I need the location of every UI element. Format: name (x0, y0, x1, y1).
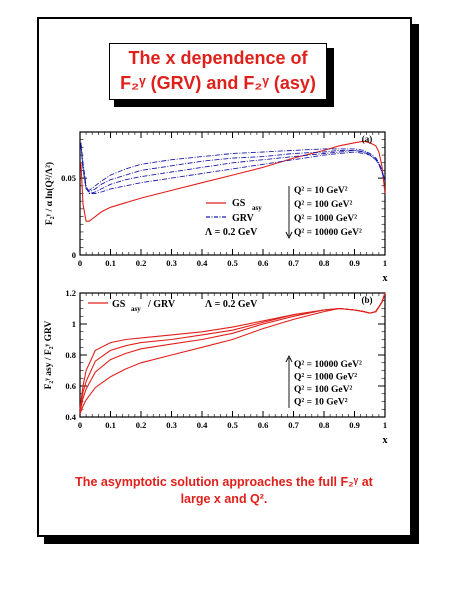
x-tick-label: 0.4 (197, 258, 208, 268)
panel-label: (b) (362, 295, 373, 305)
legend-lambda: Λ = 0.2 GeV (205, 227, 258, 238)
panel-label: (a) (362, 134, 373, 144)
legend-gs-sub: asy (252, 204, 262, 212)
x-tick-label: 0.4 (197, 420, 208, 430)
x-tick-label: 0.8 (319, 258, 330, 268)
y-axis-label: F₂ᵞ asy / F₂ᵞ GRV (44, 320, 54, 389)
y-tick-label: 0.6 (65, 381, 76, 391)
y-tick-label: 0.05 (61, 173, 76, 183)
legend-gs-label: GS (232, 198, 246, 209)
y-axis-label: F₂ᵞ / α ln(Q²/Λ²) (44, 162, 55, 225)
legend-b: GS asy / GRV Λ = 0.2 GeV Q² = 10000 GeV² Q² =… (88, 299, 362, 408)
x-tick-label: 1 (383, 258, 387, 268)
series-line (79, 292, 386, 415)
x-tick-label: 0.3 (166, 420, 177, 430)
x-tick-label: 0.7 (288, 420, 299, 430)
caption-line-1: The asymptotic solution approaches the f… (75, 475, 373, 489)
caption: The asymptotic solution approaches the f… (50, 474, 398, 508)
title-box: The x dependence of F₂ᵞ (GRV) and F₂ᵞ (a… (109, 43, 327, 100)
legend-arrow-head (285, 231, 293, 240)
x-tick-label: 0.6 (258, 258, 269, 268)
series-line (80, 145, 386, 191)
caption-line-2: large x and Q². (180, 492, 268, 506)
y-tick-label: 1 (72, 319, 76, 329)
x-tick-label: 0.2 (136, 258, 147, 268)
x-tick-label: 0.1 (105, 258, 116, 268)
x-tick-label: 0.7 (288, 258, 299, 268)
q2-label: Q² = 1000 GeV² (294, 214, 357, 224)
x-tick-label: 1 (383, 420, 387, 430)
legend-gs-sub: asy (131, 305, 141, 313)
x-axis-label: x (383, 435, 388, 446)
y-tick-label: 0.8 (65, 350, 76, 360)
series-line (80, 140, 386, 222)
y-tick-label: 0.4 (65, 412, 76, 422)
x-tick-label: 0.5 (227, 258, 238, 268)
q2-label: Q² = 100 GeV² (294, 200, 352, 210)
x-tick-label: 0.3 (166, 258, 177, 268)
x-tick-label: 0.2 (136, 420, 147, 430)
x-tick-label: 0.6 (258, 420, 269, 430)
title-line-2: F₂ᵞ (GRV) and F₂ᵞ (asy) (120, 73, 316, 93)
legend-grv-label: GRV (232, 213, 255, 224)
y-tick-label: 0 (72, 250, 76, 260)
x-tick-label: 0.9 (349, 420, 360, 430)
panel-a: 0 0.1 0.2 0.3 0.4 0.5 0.6 0.7 0.8 0.9 1 0 0.05 x (a) F₂… (44, 131, 388, 284)
q2-label: Q² = 10 GeV² (294, 398, 348, 408)
series-line (80, 142, 386, 194)
q2-label: Q² = 10 GeV² (294, 186, 348, 196)
x-axis-label: x (383, 273, 388, 284)
x-tick-label: 0.1 (105, 420, 116, 430)
y-tick-label: 1.2 (65, 288, 76, 298)
x-tick-label: 0 (78, 258, 82, 268)
title-line-1: The x dependence of (128, 48, 308, 68)
legend-arrow-head (285, 354, 293, 363)
q2-label: Q² = 10000 GeV² (294, 228, 362, 238)
x-tick-label: 0.5 (227, 420, 238, 430)
series-line (80, 144, 386, 193)
series-line (80, 142, 386, 195)
legend-gs-label: GS (112, 299, 126, 310)
q2-label: Q² = 10000 GeV² (294, 360, 362, 370)
panel-b: 0 0.1 0.2 0.3 0.4 0.5 0.6 0.7 0.8 0.9 1 0.4 0.6 0.8 1 1… (44, 288, 388, 446)
q2-label: Q² = 100 GeV² (294, 385, 352, 395)
x-tick-label: 0 (78, 420, 82, 430)
q2-label: Q² = 1000 GeV² (294, 373, 357, 383)
legend-lambda: Λ = 0.2 GeV (205, 299, 258, 310)
legend-grv-label: / GRV (147, 299, 176, 310)
x-tick-label: 0.8 (319, 420, 330, 430)
x-tick-label: 0.9 (349, 258, 360, 268)
